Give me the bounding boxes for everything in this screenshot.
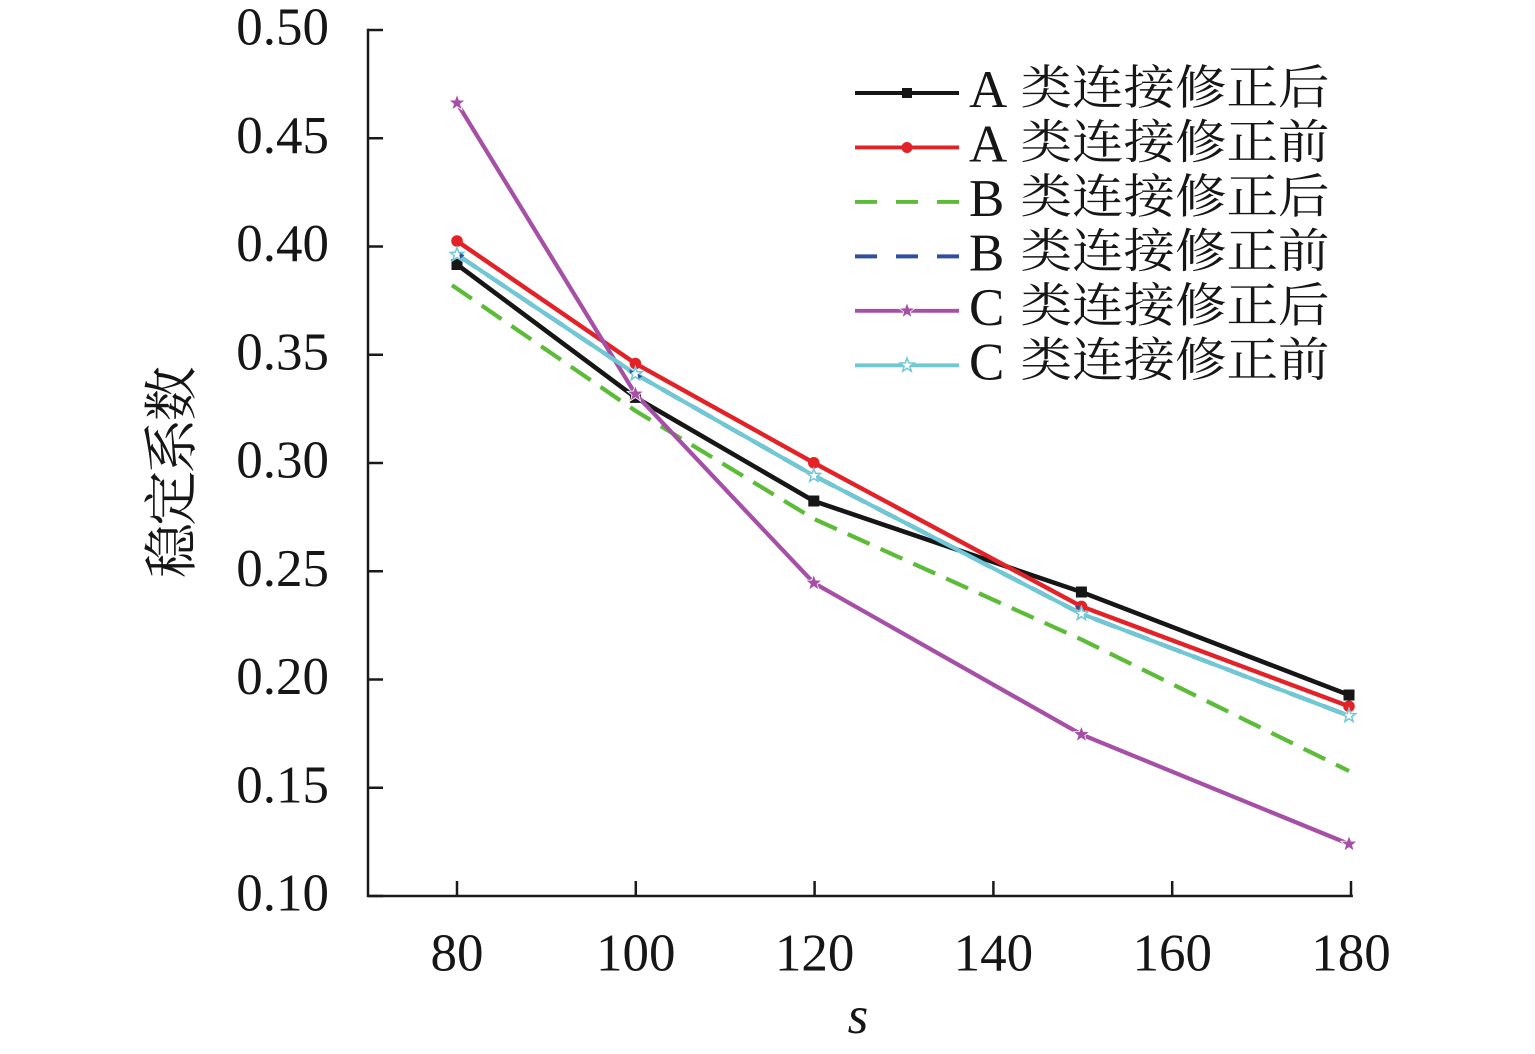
svg-text:100: 100 — [596, 925, 676, 983]
svg-text:140: 140 — [954, 925, 1034, 983]
svg-text:0.45: 0.45 — [236, 107, 329, 165]
svg-text:0.20: 0.20 — [236, 648, 329, 706]
svg-text:B: B — [969, 224, 1004, 282]
svg-text:s: s — [848, 987, 869, 1045]
svg-text:A: A — [969, 61, 1007, 119]
svg-text:C: C — [969, 279, 1004, 337]
svg-text:0.50: 0.50 — [236, 0, 329, 57]
svg-text:0.40: 0.40 — [236, 215, 329, 273]
svg-text:180: 180 — [1311, 925, 1391, 983]
svg-text:C: C — [969, 333, 1004, 391]
svg-text:B: B — [969, 170, 1004, 228]
svg-text:0.30: 0.30 — [236, 432, 329, 490]
svg-text:160: 160 — [1132, 925, 1212, 983]
svg-text:A: A — [969, 116, 1007, 174]
svg-text:0.10: 0.10 — [236, 865, 329, 923]
svg-text:120: 120 — [775, 925, 855, 983]
svg-text:0.35: 0.35 — [236, 323, 329, 381]
svg-text:0.15: 0.15 — [236, 756, 329, 814]
svg-text:80: 80 — [431, 925, 484, 983]
svg-text:0.25: 0.25 — [236, 540, 329, 598]
